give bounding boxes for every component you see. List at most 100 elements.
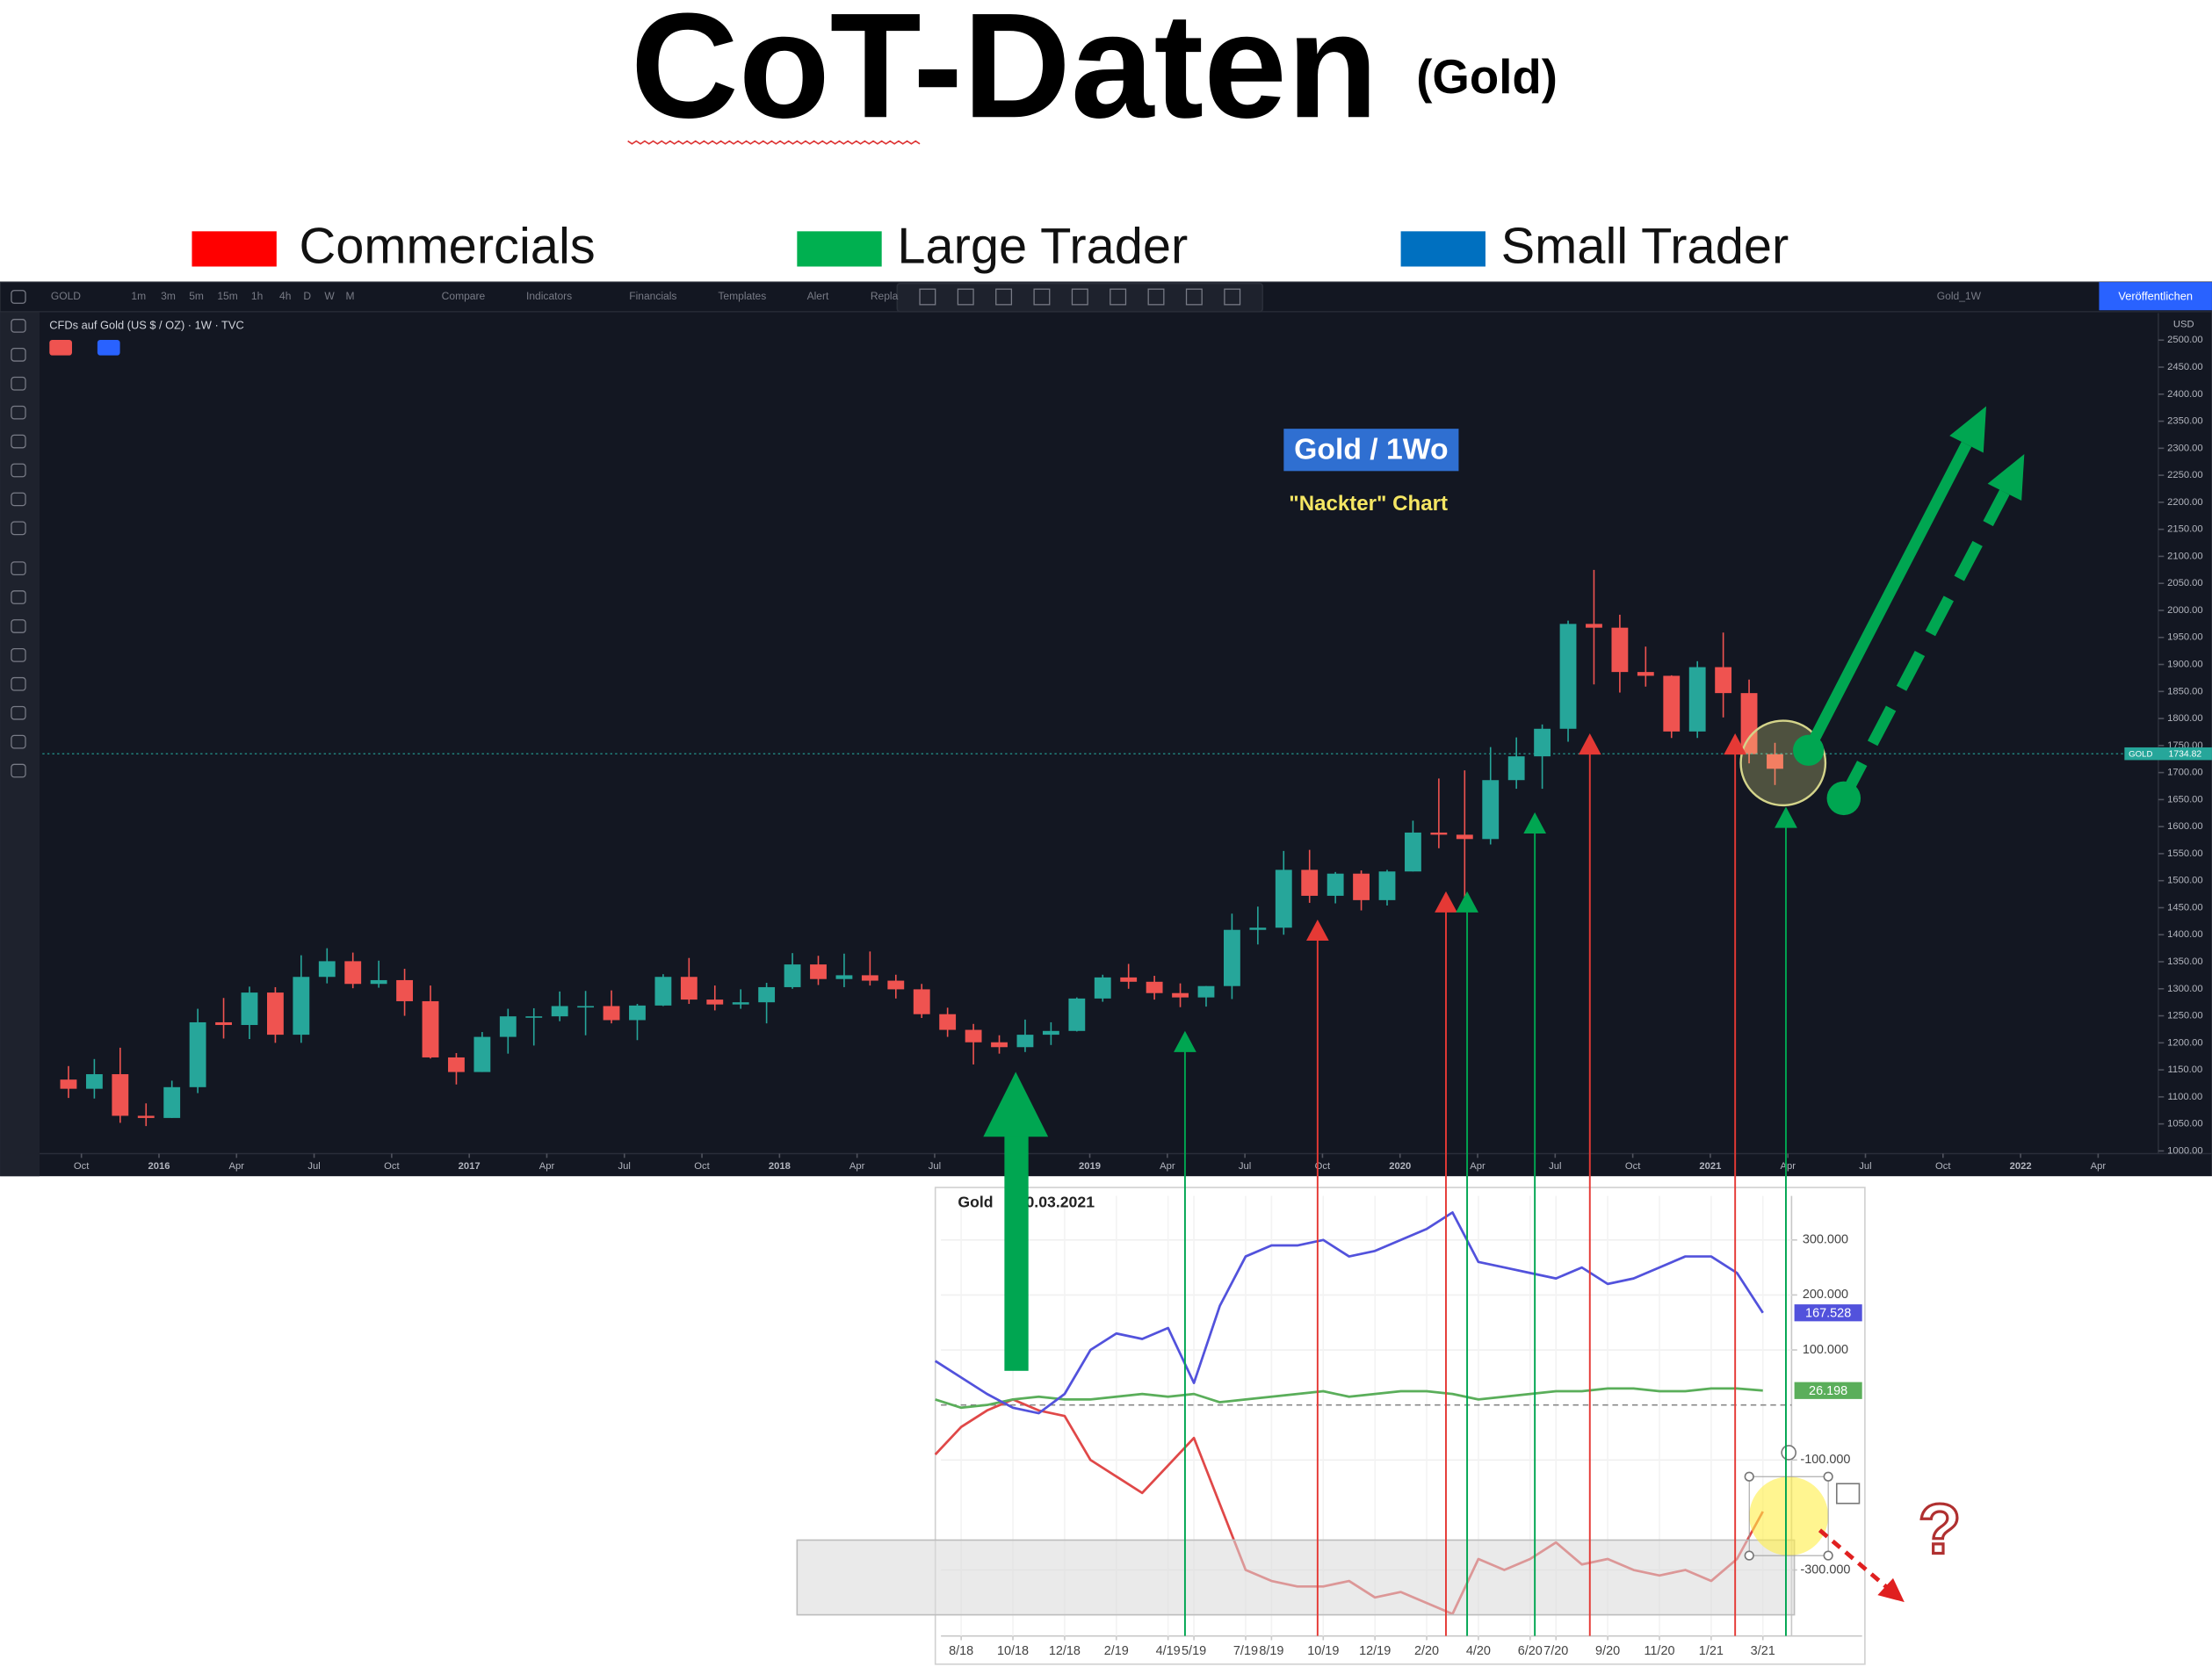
side-tool-icon xyxy=(11,590,26,604)
x-tick-label: 12/19 xyxy=(1359,1644,1391,1658)
layout-icon xyxy=(1835,1483,1861,1505)
interval-button[interactable]: 5m xyxy=(189,290,204,302)
candle-body xyxy=(85,1074,103,1089)
x-tick-label: 2021 xyxy=(1699,1161,1721,1172)
end-label-box xyxy=(1794,1382,1862,1399)
interval-button[interactable]: M xyxy=(345,290,354,302)
publish-button[interactable] xyxy=(2099,282,2212,311)
x-tick-label: Apr xyxy=(229,1161,245,1172)
x-tick-label: Apr xyxy=(539,1161,555,1172)
arrow-head xyxy=(1987,454,2025,502)
tool-icon xyxy=(1147,288,1165,306)
y-tick-label: 1350.00 xyxy=(2167,956,2203,967)
x-tick-label: 8/18 xyxy=(949,1644,973,1658)
candle-body xyxy=(1559,624,1577,729)
toolbar-button[interactable]: Indicators xyxy=(526,290,572,302)
tool-icon xyxy=(1071,288,1088,306)
y-tick-label: 1600.00 xyxy=(2167,821,2203,832)
y-tick-label: 1850.00 xyxy=(2167,686,2203,696)
side-tool-icon xyxy=(11,319,26,333)
annotation-box xyxy=(1283,429,1459,472)
y-tick-label: 2300.00 xyxy=(2167,443,2203,453)
candle-body xyxy=(706,999,724,1005)
side-tool-icon xyxy=(11,561,26,575)
y-tick-label: 1900.00 xyxy=(2167,659,2203,669)
y-tick-label: 2000.00 xyxy=(2167,605,2203,616)
trend-arrow xyxy=(1803,441,1972,754)
toolbar-button[interactable]: Financials xyxy=(629,290,676,302)
candle-body xyxy=(1197,985,1215,998)
candle-body xyxy=(1456,834,1473,840)
y-tick-label: 2450.00 xyxy=(2167,362,2203,372)
x-tick-label: 7/20 xyxy=(1543,1644,1568,1658)
candle-body xyxy=(887,980,905,990)
candle-body xyxy=(499,1016,517,1037)
candle-body xyxy=(1378,871,1396,900)
x-tick-label: Apr xyxy=(1160,1161,1175,1172)
x-tick-label: 8/19 xyxy=(1259,1644,1283,1658)
tool-icon xyxy=(1224,288,1241,306)
y-tick-label: 1400.00 xyxy=(2167,929,2203,940)
toolbar-button[interactable]: Compare xyxy=(442,290,486,302)
interval-button[interactable]: W xyxy=(324,290,335,302)
publish-label[interactable]: Veröffentlichen xyxy=(2118,289,2193,302)
candle-body xyxy=(732,1002,749,1005)
x-tick-label: 12/18 xyxy=(1049,1644,1081,1658)
candle-body xyxy=(1249,927,1267,930)
x-tick-label: Jul xyxy=(1549,1161,1561,1172)
y-tick-label: 2050.00 xyxy=(2167,578,2203,588)
symbol-legend: CFDs auf Gold (US $ / OZ) · 1W · TVC xyxy=(49,318,243,331)
series-line xyxy=(934,1211,1764,1415)
candle-body xyxy=(1715,667,1732,694)
chart-panel xyxy=(0,282,2212,1177)
interval-button[interactable]: 15m xyxy=(217,290,237,302)
candle-body xyxy=(810,964,827,979)
candle-body xyxy=(241,992,258,1026)
toolbar-button[interactable]: Templates xyxy=(718,290,766,302)
toolbar-button[interactable]: Alert xyxy=(807,290,829,302)
x-tick-label: 5/19 xyxy=(1182,1644,1206,1658)
y-tick-label: 300.000 xyxy=(1803,1233,1848,1247)
candle-body xyxy=(473,1036,491,1072)
interval-button[interactable]: 1h xyxy=(251,290,263,302)
x-tick-label: Oct xyxy=(74,1161,90,1172)
x-tick-label: 4/20 xyxy=(1466,1644,1491,1658)
x-tick-label: Jul xyxy=(929,1161,941,1172)
toolbar-button[interactable]: Repla xyxy=(871,290,899,302)
y-tick-label: 1650.00 xyxy=(2167,794,2203,805)
x-tick-label: Apr xyxy=(1780,1161,1796,1172)
highlight-circle xyxy=(1749,1476,1829,1556)
candle-body xyxy=(1688,667,1706,732)
candle-body xyxy=(1663,675,1681,732)
series-line xyxy=(935,1387,1763,1410)
y-tick-label: 1550.00 xyxy=(2167,848,2203,859)
x-tick-label: 2017 xyxy=(459,1161,481,1172)
y-tick-label: 2500.00 xyxy=(2167,335,2203,345)
candle-body xyxy=(1534,728,1551,757)
interval-button[interactable]: 3m xyxy=(161,290,176,302)
side-tool-icon xyxy=(11,648,26,662)
candle-body xyxy=(448,1057,465,1072)
x-tick-label: Oct xyxy=(1625,1161,1641,1172)
interval-button[interactable]: 1m xyxy=(131,290,146,302)
side-tool-icon xyxy=(11,347,26,362)
x-tick-label: 9/20 xyxy=(1595,1644,1620,1658)
candle-body xyxy=(654,977,672,1006)
y-tick-label: 1300.00 xyxy=(2167,984,2203,994)
candle-body xyxy=(603,1006,620,1021)
y-tick-label: 100.000 xyxy=(1803,1343,1848,1357)
interval-button[interactable]: D xyxy=(303,290,311,302)
interval-button[interactable]: 4h xyxy=(279,290,291,302)
legend-swatch xyxy=(192,231,277,267)
x-tick-label: Oct xyxy=(1935,1161,1951,1172)
selection-box xyxy=(1748,1476,1829,1556)
x-tick-label: 2022 xyxy=(2010,1161,2032,1172)
handle xyxy=(1744,1550,1754,1561)
x-tick-label: 10/18 xyxy=(997,1644,1029,1658)
handle xyxy=(1744,1471,1754,1482)
candle-body xyxy=(991,1042,1008,1048)
candle-body xyxy=(318,961,336,978)
candle-body xyxy=(1405,832,1421,872)
slide-subtitle: (Gold) xyxy=(1416,50,1558,104)
